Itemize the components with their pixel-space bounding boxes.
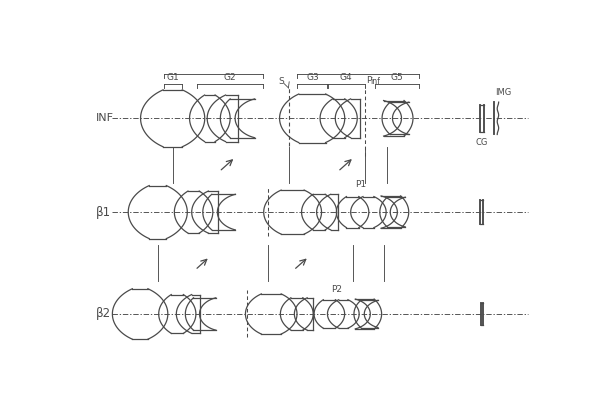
Text: G2: G2 <box>224 73 236 82</box>
Text: β2: β2 <box>96 307 111 320</box>
Text: G4: G4 <box>340 73 352 82</box>
Text: IMG: IMG <box>496 88 512 97</box>
Text: G5: G5 <box>391 73 403 82</box>
Text: G1: G1 <box>167 73 179 82</box>
Text: β1: β1 <box>96 206 111 218</box>
Text: INF: INF <box>96 113 114 123</box>
Text: P2: P2 <box>331 285 342 294</box>
Text: P: P <box>366 76 371 85</box>
Text: G3: G3 <box>306 73 319 82</box>
Text: S: S <box>278 77 284 86</box>
Text: inf: inf <box>371 77 380 86</box>
Text: P1: P1 <box>355 180 366 189</box>
Text: CG: CG <box>476 138 488 147</box>
